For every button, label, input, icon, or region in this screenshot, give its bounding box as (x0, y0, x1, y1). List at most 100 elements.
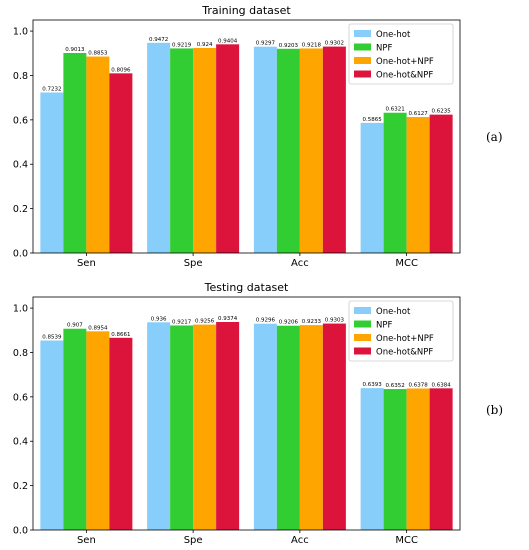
data-label: 0.8853 (88, 51, 108, 57)
legend-swatch (354, 70, 371, 78)
legend-label: One-hot&NPF (376, 348, 433, 358)
data-label: 0.9374 (218, 316, 238, 322)
x-tick-label: Sen (77, 258, 96, 269)
y-tick-label: 0.2 (13, 204, 28, 215)
data-label: 0.936 (151, 316, 167, 322)
data-label: 0.8539 (42, 335, 62, 341)
x-tick-label: Spe (184, 535, 203, 546)
x-tick-label: MCC (395, 258, 418, 269)
data-label: 0.6321 (386, 107, 405, 113)
data-label: 0.6127 (409, 111, 429, 117)
bar-npf-sen (63, 328, 87, 530)
y-tick-label: 0.6 (13, 392, 28, 403)
data-label: 0.7232 (42, 87, 61, 93)
data-label: 0.907 (67, 323, 83, 329)
bar-one-hot-mcc (360, 388, 384, 530)
y-tick-label: 0.8 (13, 348, 28, 359)
legend-swatch (354, 347, 371, 355)
data-label: 0.9217 (172, 319, 192, 325)
data-label: 0.9219 (172, 42, 192, 48)
data-label: 0.9206 (279, 320, 299, 326)
bar-npf-acc (276, 48, 300, 253)
bar-npf-spe (170, 325, 194, 530)
data-label: 0.8661 (111, 332, 130, 338)
bar-npf-sen (63, 52, 87, 253)
data-label: 0.9203 (279, 43, 299, 49)
bar-one-hot-npf-sen (86, 331, 110, 530)
chart-title: Training dataset (201, 4, 291, 17)
x-tick-label: Acc (291, 258, 309, 269)
legend-box (348, 300, 454, 362)
panel-label-a: (a) (486, 130, 503, 144)
data-label: 0.5865 (363, 117, 383, 123)
bar-one-hot-npf-acc (299, 48, 323, 254)
data-label: 0.9233 (302, 319, 322, 325)
legend-label: One-hot (376, 30, 411, 40)
bar-one-hot-npf-mcc (406, 388, 430, 530)
bar-one-hot-npf-spe (216, 44, 240, 253)
legend-swatch (354, 320, 371, 328)
bar-one-hot-npf-mcc (429, 114, 453, 253)
bar-one-hot-npf-spe (193, 324, 217, 530)
panel-label-b: (b) (486, 403, 504, 417)
y-tick-label: 0.2 (13, 481, 28, 492)
legend: One-hot NPF One-hot+NPF One-hot&NPF (348, 23, 454, 85)
y-tick-label: 0.4 (13, 437, 28, 448)
x-tick-label: Spe (184, 258, 203, 269)
data-label: 0.9296 (256, 318, 276, 324)
y-tick-label: 0.0 (13, 526, 28, 537)
legend: One-hot NPF One-hot+NPF One-hot&NPF (348, 300, 454, 362)
x-tick-label: Acc (291, 535, 309, 546)
y-tick-label: 1.0 (13, 304, 28, 315)
legend-swatch (354, 57, 371, 64)
legend-label: One-hot (376, 307, 411, 317)
legend-label: One-hot+NPF (376, 57, 434, 67)
legend-label: NPF (376, 44, 392, 54)
x-tick-label: Sen (77, 535, 96, 546)
legend-swatch (354, 30, 371, 37)
legend-label: One-hot+NPF (376, 334, 434, 344)
bar-npf-acc (276, 325, 300, 530)
bar-one-hot-npf-mcc (429, 388, 453, 530)
legend-swatch (354, 43, 371, 51)
bar-one-hot-sen (40, 340, 64, 530)
data-label: 0.9472 (149, 37, 168, 43)
data-label: 0.9303 (325, 318, 345, 324)
y-tick-label: 0.8 (13, 71, 28, 82)
bar-one-hot-mcc (360, 122, 384, 253)
y-tick-label: 1.0 (13, 27, 28, 38)
bar-one-hot-npf-spe (216, 321, 240, 530)
bar-one-hot-spe (147, 322, 171, 530)
bar-one-hot-npf-acc (322, 46, 346, 253)
bar-npf-mcc (383, 389, 407, 530)
y-tick-label: 0.0 (13, 249, 28, 260)
legend-swatch (354, 334, 371, 341)
legend-box (348, 23, 454, 85)
data-label: 0.9297 (256, 41, 276, 47)
data-label: 0.6352 (386, 383, 405, 389)
chart-title: Testing dataset (204, 281, 289, 294)
data-label: 0.6235 (432, 109, 452, 115)
bar-one-hot-acc (253, 46, 277, 253)
bar-one-hot-npf-spe (193, 47, 217, 254)
bar-one-hot-npf-acc (322, 323, 346, 530)
bar-one-hot-npf-sen (109, 337, 133, 530)
data-label: 0.6393 (363, 382, 383, 388)
data-label: 0.9302 (325, 41, 344, 47)
bar-npf-mcc (383, 112, 407, 253)
bar-one-hot-npf-mcc (406, 117, 430, 253)
data-label: 0.9256 (195, 319, 215, 325)
y-tick-label: 0.4 (13, 160, 28, 171)
data-label: 0.9013 (65, 47, 85, 53)
legend-swatch (354, 307, 371, 314)
bar-one-hot-npf-acc (299, 325, 323, 530)
bar-one-hot-spe (147, 42, 171, 253)
data-label: 0.6384 (432, 382, 452, 388)
data-label: 0.8096 (111, 67, 131, 73)
bar-one-hot-acc (253, 323, 277, 530)
bar-one-hot-sen (40, 92, 64, 253)
data-label: 0.6378 (409, 382, 429, 388)
bar-one-hot-npf-sen (109, 73, 133, 253)
